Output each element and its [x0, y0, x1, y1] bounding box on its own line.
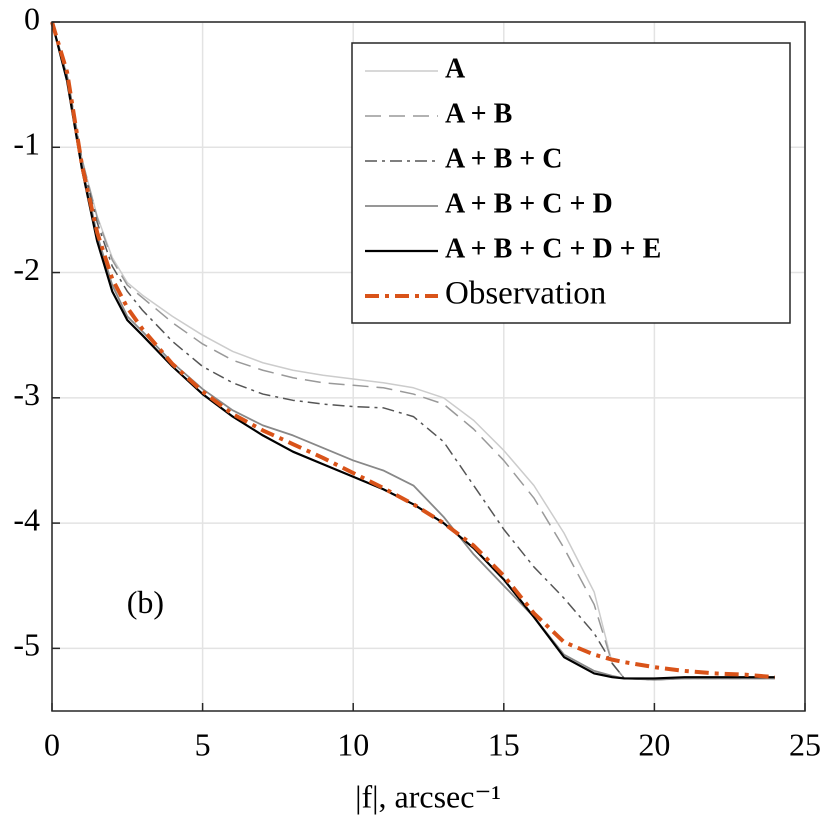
annotation: (b): [127, 584, 164, 620]
legend-label: A: [445, 53, 466, 84]
lines: [50, 21, 776, 681]
x-tick-label: 15: [488, 726, 520, 762]
x-tick-label: 0: [44, 726, 60, 762]
legend-label: A + B + C: [445, 143, 562, 174]
axes-box: [51, 21, 806, 712]
x-tick-label: 25: [789, 726, 821, 762]
x-tick-label: 20: [638, 726, 670, 762]
y-tick-label: -4: [13, 501, 40, 537]
y-tick-label: -1: [13, 126, 40, 162]
legend: A A + B A + B + C A + B + C + D A + B + C + …: [351, 42, 791, 324]
legend-label: Observation: [445, 276, 606, 312]
legend-label: A + B + C + D + E: [445, 233, 661, 264]
legend-label: A + B: [445, 98, 512, 129]
legend-label: A + B + C + D: [445, 188, 613, 219]
y-tick-label: -5: [13, 627, 40, 663]
legend-box: [351, 42, 791, 324]
x-tick-label: 10: [337, 726, 369, 762]
x-axis-label: |f|, arcsec⁻¹: [355, 778, 501, 814]
y-tick-label: -3: [13, 376, 40, 412]
series-line: [50, 21, 775, 680]
y-tick-label: -2: [13, 251, 40, 287]
x-tick-label: 5: [195, 726, 211, 762]
y-tick-label: 0: [24, 0, 40, 36]
